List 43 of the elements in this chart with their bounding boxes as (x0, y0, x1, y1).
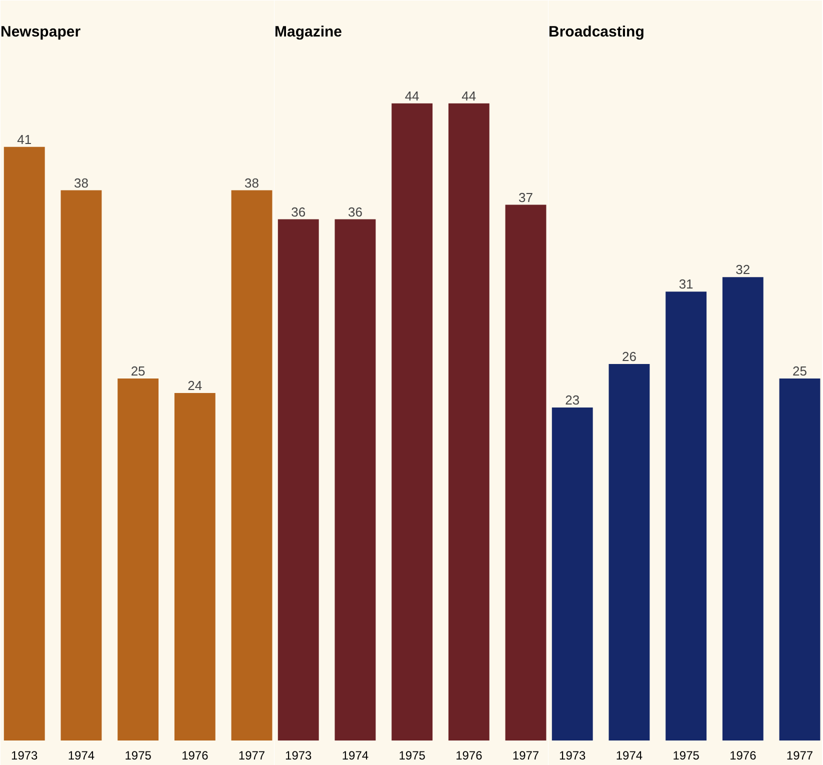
x-tick-label: 1975 (124, 748, 152, 762)
data-label: 24 (188, 378, 202, 393)
data-label: 44 (462, 88, 476, 104)
x-tick-label: 1974 (68, 748, 95, 762)
x-tick-label: 1974 (342, 748, 369, 762)
chart-title: Newspaper (0, 24, 81, 40)
chart-title: Magazine (274, 24, 342, 40)
bar (722, 277, 764, 740)
data-label: 37 (518, 190, 533, 205)
data-label: 26 (622, 349, 636, 364)
bar (4, 146, 45, 740)
x-tick-label: 1973 (11, 748, 38, 762)
bar (118, 378, 159, 740)
data-label: 31 (678, 276, 694, 292)
data-label: 32 (736, 262, 750, 278)
data-label: 25 (130, 364, 146, 379)
data-label: 25 (792, 364, 807, 379)
x-tick-label: 1976 (182, 748, 209, 762)
x-tick-label: 1975 (672, 748, 700, 762)
x-tick-label: 1976 (730, 748, 757, 762)
chart-title: Broadcasting (548, 24, 644, 40)
x-tick-label: 1975 (398, 748, 426, 762)
x-tick-label: 1977 (512, 748, 540, 762)
x-tick-label: 1974 (616, 748, 643, 762)
bar (60, 190, 102, 740)
data-label: 23 (565, 392, 580, 408)
x-tick-label: 1973 (285, 748, 312, 762)
data-label: 38 (74, 175, 88, 190)
data-label: 36 (348, 204, 362, 220)
bar (174, 393, 216, 740)
x-tick-label: 1973 (559, 748, 586, 762)
bar (608, 364, 650, 740)
data-label: 36 (291, 204, 306, 220)
bar (231, 190, 272, 740)
x-tick-label: 1977 (238, 748, 266, 762)
bar (779, 378, 820, 740)
bar (552, 407, 593, 740)
bar (666, 292, 707, 740)
data-label: 41 (17, 132, 32, 147)
data-label: 38 (244, 175, 259, 190)
data-label: 44 (404, 88, 420, 104)
x-tick-label: 1977 (786, 748, 814, 762)
x-tick-label: 1976 (456, 748, 483, 762)
